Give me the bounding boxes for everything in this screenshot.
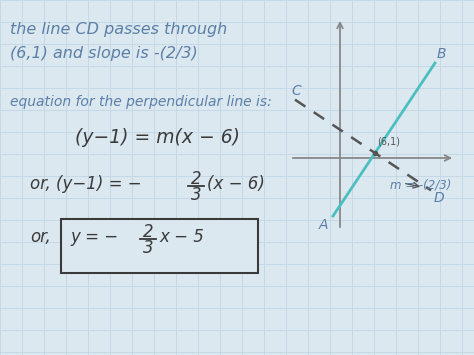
Text: A: A — [319, 218, 328, 232]
Text: D: D — [434, 191, 445, 205]
Text: equation for the perpendicular line is:: equation for the perpendicular line is: — [10, 95, 272, 109]
Text: C: C — [291, 84, 301, 98]
Text: (6,1) and slope is -(2/3): (6,1) and slope is -(2/3) — [10, 46, 198, 61]
Text: or,: or, — [30, 228, 51, 246]
FancyBboxPatch shape — [61, 219, 258, 273]
Text: y = −: y = − — [70, 228, 118, 246]
Text: (y−1) = m(x − 6): (y−1) = m(x − 6) — [75, 128, 240, 147]
Text: B: B — [437, 47, 447, 61]
Text: 3: 3 — [143, 239, 153, 257]
Text: 3: 3 — [191, 186, 201, 204]
Text: (6,1): (6,1) — [377, 137, 400, 147]
Text: or, (y−1) = −: or, (y−1) = − — [30, 175, 142, 193]
Text: m = -(2/3): m = -(2/3) — [390, 178, 451, 191]
Text: (x − 6): (x − 6) — [207, 175, 265, 193]
Text: the line CD passes through: the line CD passes through — [10, 22, 227, 37]
Text: 2: 2 — [143, 223, 153, 241]
Text: x − 5: x − 5 — [159, 228, 204, 246]
Text: 2: 2 — [191, 170, 201, 188]
